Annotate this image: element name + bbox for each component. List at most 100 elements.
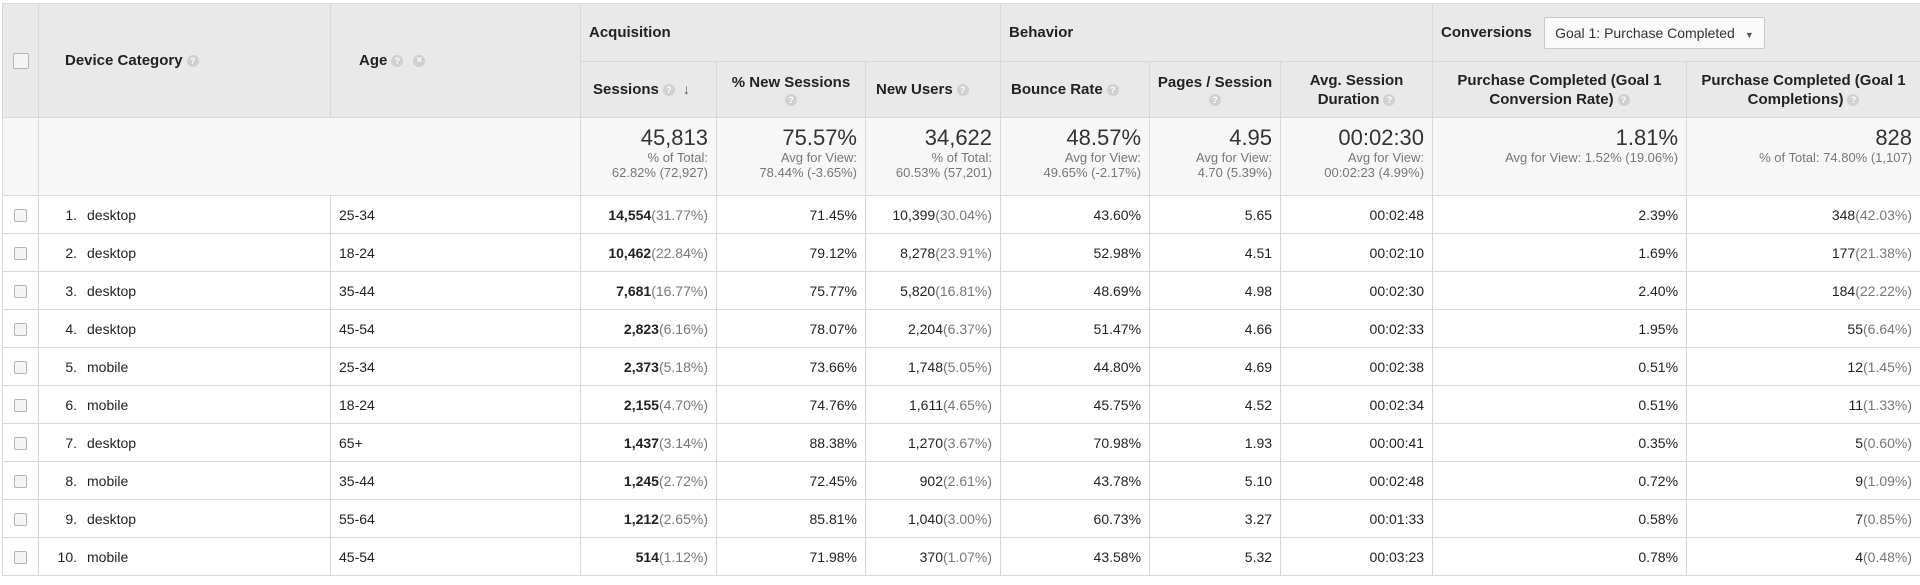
question-mark-icon[interactable]: ? xyxy=(187,55,199,67)
question-mark-icon[interactable]: ? xyxy=(1383,94,1395,106)
question-mark-icon[interactable]: ? xyxy=(957,84,969,96)
age-cell: 35-44 xyxy=(331,462,581,500)
device-category-value[interactable]: mobile xyxy=(87,397,128,413)
conversion-rate-cell: 1.95% xyxy=(1433,310,1687,348)
sessions-value: 2,823 xyxy=(624,321,659,337)
completions-percent: (6.64%) xyxy=(1863,321,1912,337)
bounce-rate-header[interactable]: Bounce Rate? xyxy=(1001,62,1150,118)
total-value: 4.95 xyxy=(1154,126,1272,150)
new-users-value: 2,204 xyxy=(908,321,943,337)
device-category-value[interactable]: mobile xyxy=(87,359,128,375)
select-all-checkbox[interactable] xyxy=(13,53,29,69)
row-index: 4. xyxy=(47,321,87,337)
pct-new-sessions-cell: 78.07% xyxy=(717,310,866,348)
device-category-value[interactable]: desktop xyxy=(87,283,136,299)
avg-duration-cell: 00:02:33 xyxy=(1281,310,1433,348)
age-value[interactable]: 45-54 xyxy=(339,549,375,565)
bounce-rate-cell: 43.78% xyxy=(1001,462,1150,500)
row-checkbox[interactable] xyxy=(14,399,27,412)
age-cell: 25-34 xyxy=(331,348,581,386)
sessions-value: 1,245 xyxy=(624,473,659,489)
table-row: 10.mobile 45-54 514(1.12%) 71.98% 370(1.… xyxy=(3,538,1920,576)
row-checkbox[interactable] xyxy=(14,285,27,298)
row-checkbox[interactable] xyxy=(14,437,27,450)
sessions-header[interactable]: Sessions?↓ xyxy=(581,62,717,118)
total-note: 60.53% (57,201) xyxy=(870,165,992,180)
pages-session-cell: 4.69 xyxy=(1150,348,1281,386)
question-mark-icon[interactable]: ? xyxy=(663,84,675,96)
device-category-cell: 2.desktop xyxy=(39,234,331,272)
row-checkbox[interactable] xyxy=(14,209,27,222)
age-cell: 35-44 xyxy=(331,272,581,310)
goal-select-dropdown[interactable]: Goal 1: Purchase Completed▼ xyxy=(1544,17,1765,49)
sessions-value: 2,155 xyxy=(624,397,659,413)
row-checkbox[interactable] xyxy=(14,475,27,488)
total-note: % of Total: xyxy=(585,150,708,165)
sessions-value: 1,437 xyxy=(624,435,659,451)
age-value[interactable]: 18-24 xyxy=(339,245,375,261)
sessions-cell: 2,155(4.70%) xyxy=(581,386,717,424)
new-users-cell: 902(2.61%) xyxy=(866,462,1001,500)
sessions-value: 10,462 xyxy=(608,245,651,261)
new-users-header[interactable]: New Users? xyxy=(866,62,1001,118)
completions-cell: 12(1.45%) xyxy=(1687,348,1920,386)
age-value[interactable]: 25-34 xyxy=(339,359,375,375)
device-category-cell: 9.desktop xyxy=(39,500,331,538)
conversion-rate-cell: 2.40% xyxy=(1433,272,1687,310)
completions-value: 184 xyxy=(1832,283,1855,299)
question-mark-icon[interactable]: ? xyxy=(1209,94,1221,106)
age-header[interactable]: Age?× xyxy=(331,4,581,118)
age-value[interactable]: 45-54 xyxy=(339,321,375,337)
remove-dimension-icon[interactable]: × xyxy=(413,55,425,67)
device-category-value[interactable]: desktop xyxy=(87,321,136,337)
sessions-percent: (3.14%) xyxy=(659,435,708,451)
device-category-value[interactable]: desktop xyxy=(87,511,136,527)
sessions-value: 1,212 xyxy=(624,511,659,527)
question-mark-icon[interactable]: ? xyxy=(785,94,797,106)
total-value: 828 xyxy=(1691,126,1912,150)
age-value[interactable]: 35-44 xyxy=(339,283,375,299)
pages-session-cell: 5.65 xyxy=(1150,196,1281,234)
conversions-group-header: Conversions Goal 1: Purchase Completed▼ xyxy=(1433,4,1920,62)
pct-new-sessions-header[interactable]: % New Sessions? xyxy=(717,62,866,118)
avg-duration-cell: 00:02:30 xyxy=(1281,272,1433,310)
age-value[interactable]: 25-34 xyxy=(339,207,375,223)
question-mark-icon[interactable]: ? xyxy=(1107,84,1119,96)
device-category-value[interactable]: mobile xyxy=(87,549,128,565)
table-row: 3.desktop 35-44 7,681(16.77%) 75.77% 5,8… xyxy=(3,272,1920,310)
row-checkbox[interactable] xyxy=(14,513,27,526)
row-checkbox[interactable] xyxy=(14,361,27,374)
total-note: 4.70 (5.39%) xyxy=(1154,165,1272,180)
device-category-cell: 7.desktop xyxy=(39,424,331,462)
sessions-value: 7,681 xyxy=(616,283,651,299)
pages-session-header[interactable]: Pages / Session? xyxy=(1150,62,1281,118)
total-note: Avg for View: 1.52% (19.06%) xyxy=(1437,150,1678,165)
age-value[interactable]: 18-24 xyxy=(339,397,375,413)
row-checkbox[interactable] xyxy=(14,551,27,564)
age-value[interactable]: 35-44 xyxy=(339,473,375,489)
device-category-value[interactable]: mobile xyxy=(87,473,128,489)
question-mark-icon[interactable]: ? xyxy=(1618,94,1630,106)
age-value[interactable]: 65+ xyxy=(339,435,363,451)
device-category-cell: 8.mobile xyxy=(39,462,331,500)
sessions-percent: (4.70%) xyxy=(659,397,708,413)
sessions-cell: 14,554(31.77%) xyxy=(581,196,717,234)
conversion-rate-cell: 0.72% xyxy=(1433,462,1687,500)
question-mark-icon[interactable]: ? xyxy=(1847,94,1859,106)
completions-cell: 7(0.85%) xyxy=(1687,500,1920,538)
pct-new-sessions-label: % New Sessions xyxy=(732,74,850,91)
sort-descending-arrow-icon[interactable]: ↓ xyxy=(683,80,690,99)
device-category-value[interactable]: desktop xyxy=(87,435,136,451)
device-category-value[interactable]: desktop xyxy=(87,245,136,261)
row-checkbox[interactable] xyxy=(14,247,27,260)
row-checkbox[interactable] xyxy=(14,323,27,336)
device-category-header[interactable]: Device Category? xyxy=(39,4,331,118)
age-value[interactable]: 55-64 xyxy=(339,511,375,527)
total-value: 75.57% xyxy=(721,126,857,150)
device-category-value[interactable]: desktop xyxy=(87,207,136,223)
completions-value: 12 xyxy=(1847,359,1863,375)
question-mark-icon[interactable]: ? xyxy=(391,55,403,67)
